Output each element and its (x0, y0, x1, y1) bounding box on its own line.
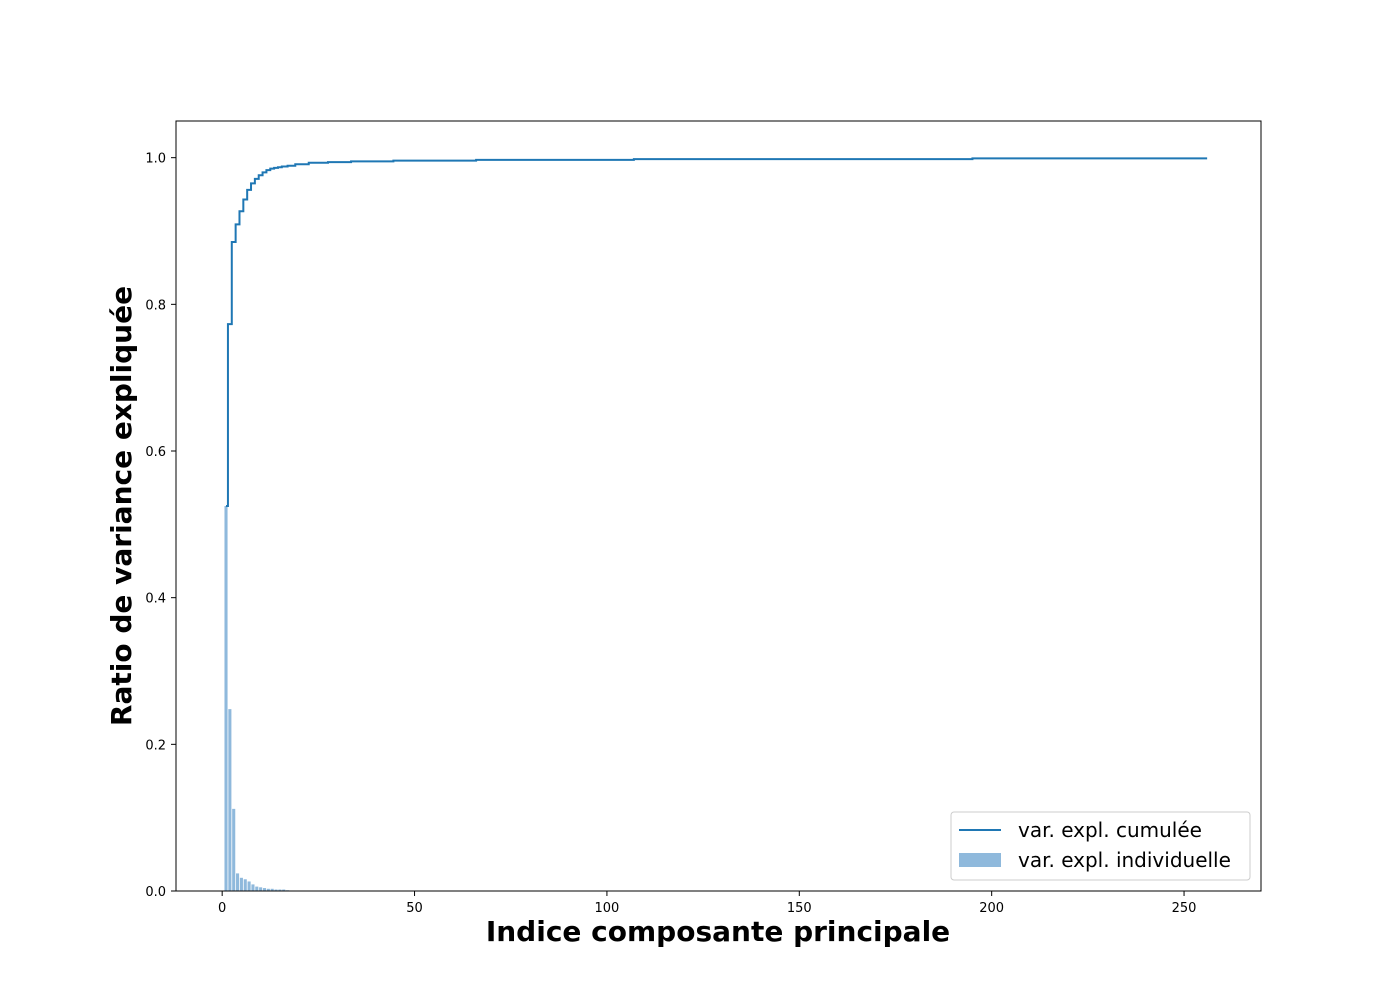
x-tick-label: 100 (595, 901, 620, 916)
y-tick-label: 0.8 (145, 298, 166, 313)
bar (270, 888, 274, 891)
bar (259, 887, 263, 891)
legend-box (950, 811, 1251, 881)
y-axis: 0.0 0.2 0.4 0.6 0.8 1.0 (145, 152, 176, 900)
bar (236, 873, 240, 891)
bar (255, 886, 259, 891)
bar (232, 808, 236, 891)
x-tick-label: 0 (218, 901, 226, 916)
bar (251, 884, 255, 891)
x-tick-label: 250 (1172, 901, 1197, 916)
y-tick-label: 0.2 (145, 738, 166, 753)
bar (239, 877, 243, 891)
legend-bar-swatch (959, 853, 1001, 867)
bar (266, 888, 270, 891)
bar (274, 889, 278, 891)
y-tick-label: 1.0 (145, 152, 166, 167)
y-axis-title: Ratio de variance expliquée (105, 286, 138, 726)
bar (262, 888, 267, 891)
bar (224, 506, 228, 891)
y-tick-label: 0.0 (145, 885, 166, 900)
bar (278, 889, 282, 891)
line-layer (226, 157, 1208, 507)
plot-frame (175, 120, 1262, 892)
bar (243, 879, 247, 891)
bar (247, 881, 251, 891)
y-tick-label: 0.6 (145, 445, 166, 460)
cumulative-line (226, 157, 1208, 507)
bar (228, 709, 232, 891)
x-axis-title: Indice composante principale (486, 915, 950, 948)
x-tick-label: 200 (979, 901, 1004, 916)
x-tick-label: 50 (406, 901, 423, 916)
x-axis: 0 50 100 150 200 250 (218, 891, 1196, 916)
bar (282, 889, 286, 891)
bars-layer (224, 506, 290, 891)
legend-label-cumulative: var. expl. cumulée (1018, 818, 1202, 842)
legend: var. expl. cumulée var. expl. individuel… (950, 811, 1251, 881)
x-tick-label: 150 (787, 901, 812, 916)
legend-label-individual: var. expl. individuelle (1018, 848, 1231, 872)
y-tick-label: 0.4 (145, 592, 166, 607)
